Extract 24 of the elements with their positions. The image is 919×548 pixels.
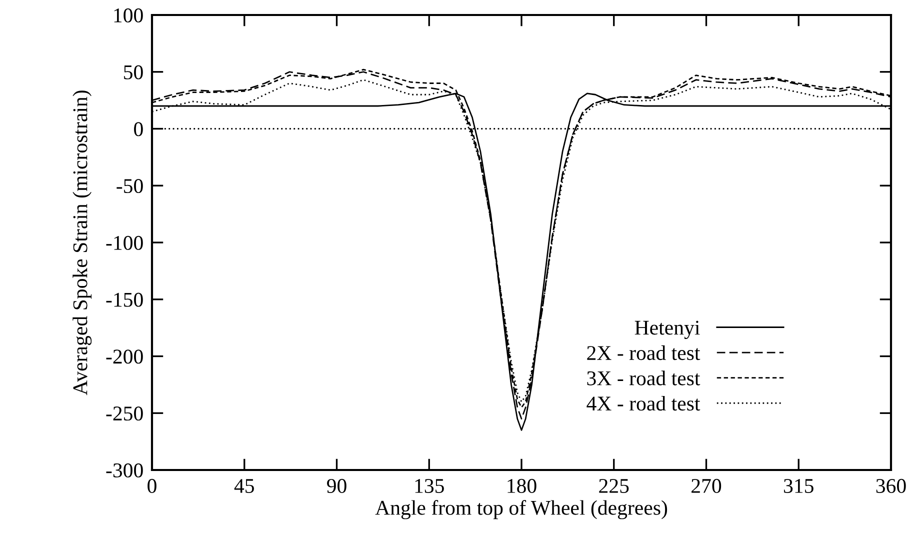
x-tick-label: 270 <box>692 478 722 493</box>
x-tick-label: 315 <box>784 478 814 493</box>
legend-label: 4X - road test <box>586 396 700 411</box>
y-tick-label: -200 <box>106 350 143 364</box>
y-tick-label: -50 <box>116 179 143 194</box>
legend-label: Hetenyi <box>634 320 700 340</box>
y-tick-label: -300 <box>106 463 143 478</box>
x-axis-title: Angle from top of Wheel (degrees) <box>375 500 668 520</box>
y-axis-title: Averaged Spoke Strain (microstrain) <box>72 90 92 396</box>
legend-label: 2X - road test <box>587 345 700 360</box>
x-tick-label: 45 <box>234 479 254 493</box>
x-tick-label: 225 <box>599 478 629 493</box>
x-tick-label: 90 <box>327 478 346 493</box>
y-tick-label: -100 <box>106 236 143 250</box>
legend-label: 3X - road test <box>587 370 700 386</box>
y-tick-label: -150 <box>106 292 143 307</box>
x-tick-label: 0 <box>148 478 156 493</box>
y-tick-label: 50 <box>124 65 143 80</box>
y-tick-label: 0 <box>134 122 143 136</box>
y-tick-label: 100 <box>114 8 143 22</box>
x-tick-label: 135 <box>415 478 444 493</box>
x-tick-label: 360 <box>876 478 906 493</box>
x-tick-label: 180 <box>508 478 536 493</box>
y-tick-label: -250 <box>106 406 143 421</box>
